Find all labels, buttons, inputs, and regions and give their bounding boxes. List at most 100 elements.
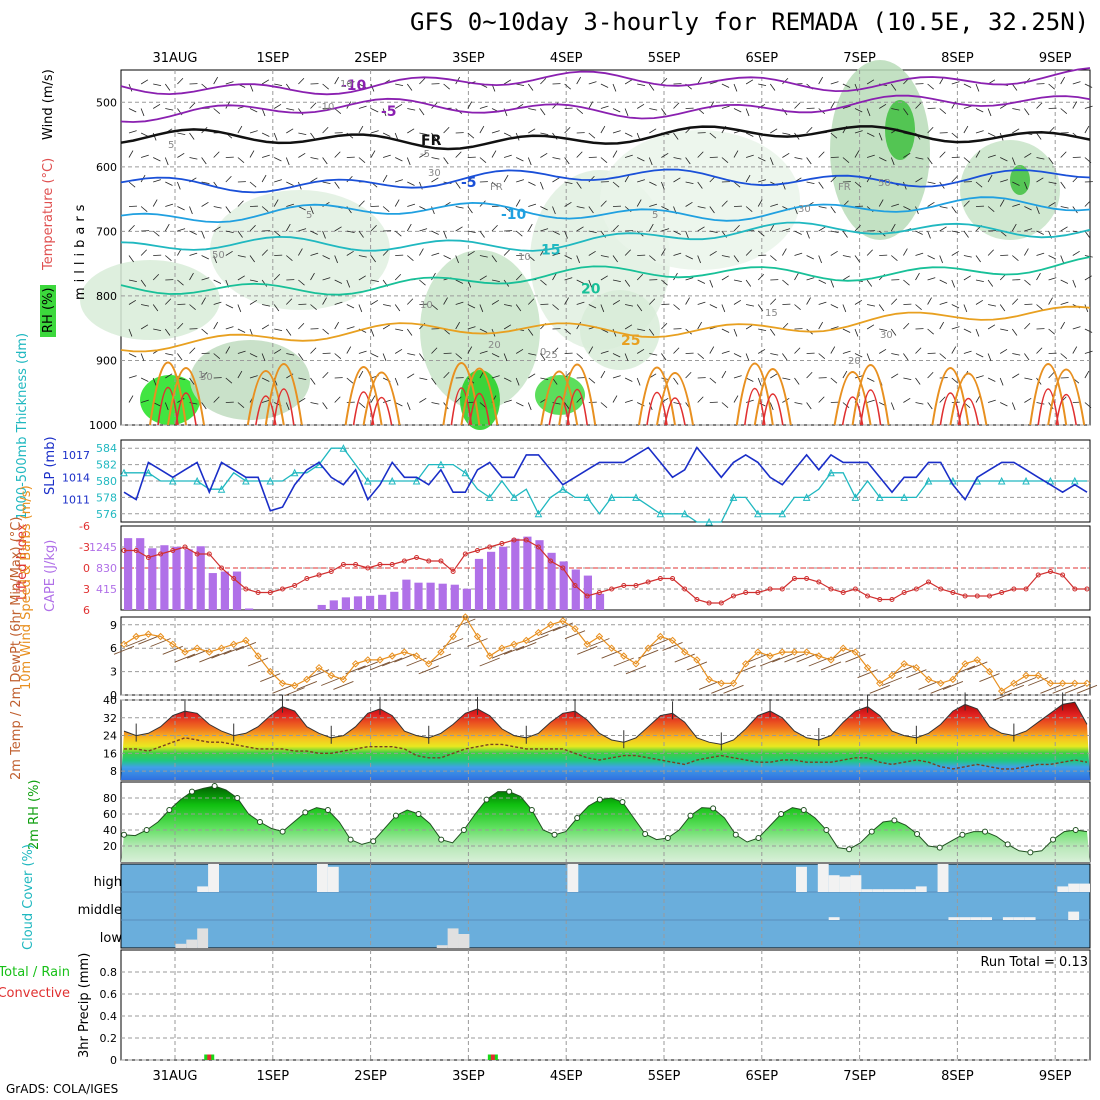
wind-barb bbox=[1060, 279, 1069, 284]
wind-barb bbox=[987, 324, 996, 330]
wind-barb bbox=[685, 277, 694, 281]
lifted-index-point bbox=[1047, 569, 1053, 574]
wind-barb bbox=[661, 108, 667, 116]
wind-barb bbox=[915, 157, 924, 160]
wind-barb bbox=[394, 199, 400, 207]
lifted-index-point bbox=[279, 586, 285, 592]
surface-wind-barb bbox=[138, 635, 159, 645]
surface-contour bbox=[460, 367, 499, 426]
wind-speed-marker bbox=[425, 660, 433, 668]
wind-barb bbox=[237, 328, 246, 333]
wind-barb bbox=[455, 226, 463, 232]
wind-barb bbox=[915, 272, 920, 281]
wind-barb bbox=[310, 272, 315, 281]
wind-barb bbox=[963, 105, 972, 109]
wind-barb bbox=[806, 371, 813, 379]
wind-barb bbox=[939, 321, 945, 330]
temperature-series bbox=[123, 692, 1088, 770]
wind-barb bbox=[975, 150, 981, 158]
cape-bar bbox=[124, 538, 133, 610]
wind-barb bbox=[600, 105, 609, 109]
cloud-high-bar bbox=[817, 864, 829, 892]
wind-barb bbox=[564, 201, 572, 207]
surface-wind-barb bbox=[552, 622, 574, 632]
wind-barb bbox=[189, 347, 196, 354]
rh-point bbox=[506, 788, 513, 795]
wind-barb bbox=[165, 353, 174, 356]
wind-speed-marker bbox=[693, 656, 701, 664]
wind-barb bbox=[673, 252, 682, 256]
precip-ticks: 0 0.2 0.4 0.6 0.8 bbox=[100, 966, 118, 1067]
wind-barb bbox=[818, 255, 822, 264]
wind-barb bbox=[225, 175, 232, 183]
wind-barb bbox=[225, 377, 233, 384]
cloud-middle-bar bbox=[1068, 911, 1080, 920]
thickness-marker bbox=[559, 485, 567, 493]
wind-barb bbox=[394, 304, 401, 312]
wind-barb bbox=[540, 353, 546, 361]
surface-contours bbox=[149, 361, 1086, 426]
wind-barb bbox=[745, 249, 752, 256]
wind-barb bbox=[915, 230, 923, 235]
wind-barb bbox=[346, 230, 355, 233]
wind-barb bbox=[310, 347, 317, 354]
lifted-index-label: Lifted Index bbox=[15, 523, 30, 600]
bottom-date-label: 1SEP bbox=[257, 1069, 290, 1084]
wind-barb bbox=[153, 179, 161, 183]
surface-wind-barb bbox=[772, 653, 793, 663]
wind-barb bbox=[346, 279, 351, 288]
rh-point bbox=[256, 819, 263, 825]
wind-barb bbox=[745, 154, 754, 158]
wind-barb bbox=[564, 230, 568, 239]
footer-credit: GrADS: COLA/IGES bbox=[6, 1082, 119, 1096]
wind-barb bbox=[745, 399, 754, 403]
wind-barb bbox=[721, 350, 730, 354]
wind-barb bbox=[649, 255, 656, 261]
wind-barb bbox=[213, 226, 221, 232]
lifted-index-point bbox=[414, 555, 420, 560]
wind-barb bbox=[915, 347, 922, 354]
lifted-index-point bbox=[1035, 572, 1041, 578]
wind-barb bbox=[854, 255, 860, 263]
cloud-high-bar bbox=[894, 889, 905, 892]
wind-barb bbox=[903, 279, 910, 286]
wind-barb bbox=[274, 83, 283, 86]
lifted-index-point bbox=[535, 544, 541, 550]
wind-barb bbox=[878, 132, 883, 141]
wind-speed-marker bbox=[924, 675, 933, 684]
rh2m-label: 2m RH (%) bbox=[27, 779, 42, 850]
wind-barb bbox=[612, 181, 620, 188]
y-tick-label: 80 bbox=[103, 792, 117, 805]
lifted-index-point bbox=[365, 565, 371, 571]
wind-barb bbox=[1036, 132, 1042, 140]
wind-barb bbox=[528, 373, 536, 379]
rh-blob bbox=[420, 250, 540, 410]
wind-barb bbox=[491, 255, 497, 263]
cape-bar bbox=[547, 552, 556, 610]
wind-barb bbox=[866, 279, 873, 287]
surface-wind-barb bbox=[284, 687, 305, 697]
wind-barb bbox=[128, 279, 137, 282]
wind-barb bbox=[201, 297, 206, 305]
contour-label: 30 bbox=[798, 204, 811, 215]
wind-speed-marker bbox=[205, 648, 214, 656]
thickness-marker bbox=[144, 468, 153, 477]
wind-barb bbox=[358, 83, 367, 88]
wind-barb bbox=[1084, 105, 1093, 109]
wind-barb bbox=[152, 377, 157, 386]
wind-barb bbox=[842, 328, 851, 333]
wind-barb bbox=[854, 150, 860, 158]
cape-bar bbox=[317, 604, 326, 610]
wind-barb bbox=[153, 83, 162, 86]
rh-blob bbox=[1010, 165, 1030, 195]
wind-barb bbox=[177, 152, 185, 158]
wind-barb bbox=[770, 353, 779, 356]
wind-barb bbox=[891, 298, 898, 305]
cloud-high-bar bbox=[872, 889, 884, 892]
wind-barb bbox=[358, 370, 364, 379]
wind-barb bbox=[310, 177, 318, 183]
wind-barb bbox=[479, 255, 488, 258]
surface-contour bbox=[246, 370, 285, 426]
wind-barb bbox=[1012, 255, 1019, 261]
wind-barb bbox=[503, 249, 510, 256]
